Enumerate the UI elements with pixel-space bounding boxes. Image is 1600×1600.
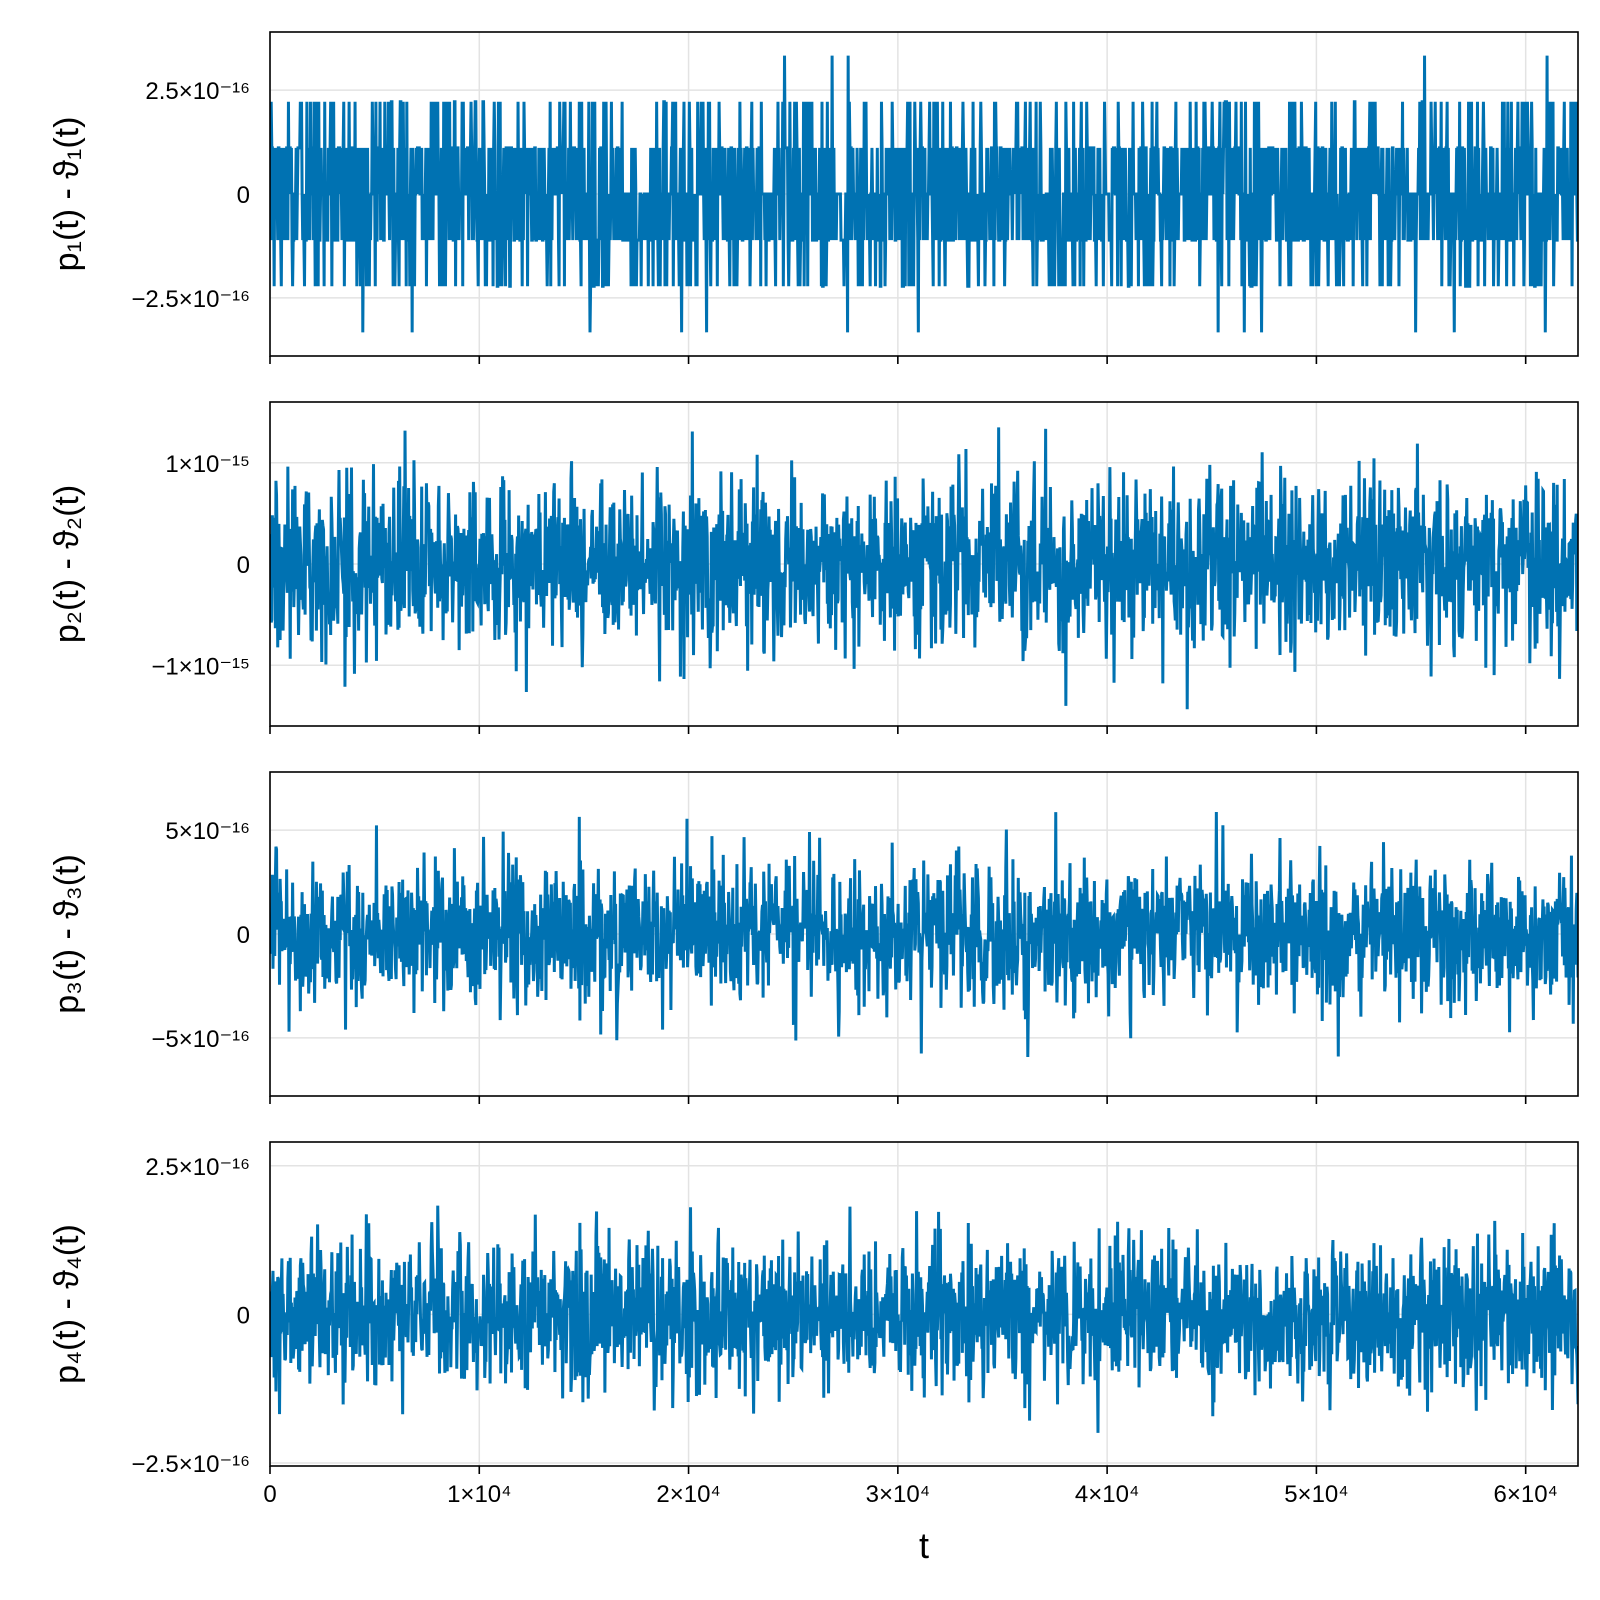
y-tick-label: 2.5×10⁻¹⁶ xyxy=(145,78,250,105)
plot-frame xyxy=(269,31,1579,357)
y-tick-label: −2.5×10⁻¹⁶ xyxy=(131,286,250,313)
panel-4: −2.5×10⁻¹⁶ 0 2.5×10⁻¹⁶ p₄(t) - ϑ₄(t) 0 1×10⁴ 2… xyxy=(48,1141,1579,1566)
panel-3: −5×10⁻¹⁶ 0 5×10⁻¹⁶ p₃(t) - ϑ₃(t) xyxy=(48,771,1579,1104)
x-tick-label: 0 xyxy=(263,1481,276,1508)
plot-frame xyxy=(269,1141,1579,1467)
y-axis-label: p₁(t) - ϑ₁(t) xyxy=(48,117,86,272)
x-tick-label: 5×10⁴ xyxy=(1284,1481,1348,1508)
panel-1: −2.5×10⁻¹⁶ 0 2.5×10⁻¹⁶ p₁(t) - ϑ₁(t) xyxy=(48,31,1579,364)
y-tick-label: −1×10⁻¹⁵ xyxy=(151,653,250,680)
series-line xyxy=(270,427,1578,710)
series-line xyxy=(270,55,1578,333)
y-tick-label: 0 xyxy=(237,922,250,949)
x-tick-label: 4×10⁴ xyxy=(1075,1481,1139,1508)
y-tick-label: 2.5×10⁻¹⁶ xyxy=(145,1154,250,1181)
x-tick-label: 3×10⁴ xyxy=(866,1481,930,1508)
y-tick-label: 0 xyxy=(237,1302,250,1329)
series-line xyxy=(270,1205,1578,1433)
y-axis-label: p₃(t) - ϑ₃(t) xyxy=(48,854,86,1014)
y-tick-label: −2.5×10⁻¹⁶ xyxy=(131,1451,250,1478)
plot-frame xyxy=(269,401,1579,727)
y-tick-label: 0 xyxy=(237,182,250,209)
y-tick-label: 0 xyxy=(237,552,250,579)
x-tick-label: 2×10⁴ xyxy=(656,1481,720,1508)
y-tick-label: 5×10⁻¹⁶ xyxy=(165,818,250,845)
plot-frame xyxy=(269,771,1579,1097)
series-line xyxy=(270,811,1578,1058)
y-tick-label: −5×10⁻¹⁶ xyxy=(151,1026,250,1053)
panel-2: −1×10⁻¹⁵ 0 1×10⁻¹⁵ p₂(t) - ϑ₂(t) xyxy=(48,401,1579,734)
y-axis-label: p₄(t) - ϑ₄(t) xyxy=(48,1224,86,1384)
x-axis-label: t xyxy=(919,1525,929,1566)
y-axis-label: p₂(t) - ϑ₂(t) xyxy=(48,485,86,643)
x-tick-label: 6×10⁴ xyxy=(1493,1481,1557,1508)
x-tick-label: 1×10⁴ xyxy=(447,1481,511,1508)
y-tick-label: 1×10⁻¹⁵ xyxy=(165,451,250,478)
